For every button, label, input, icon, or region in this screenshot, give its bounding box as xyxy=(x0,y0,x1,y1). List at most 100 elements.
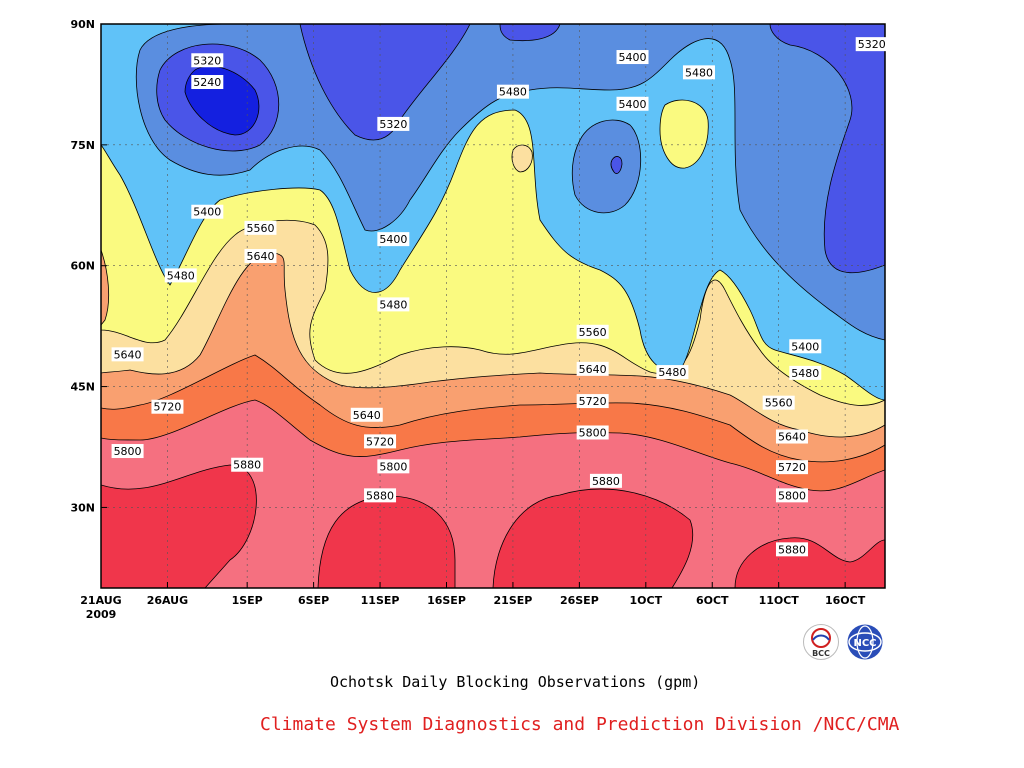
contour-label-box xyxy=(164,268,197,283)
contour-label-text: 5400 xyxy=(193,206,221,219)
contour-label-text: 5720 xyxy=(579,395,607,408)
contour-label-box xyxy=(775,429,808,444)
y-tick-label: 60N xyxy=(70,260,95,273)
contour-label-text: 5400 xyxy=(379,233,407,246)
contour-label: 5240 xyxy=(191,75,224,90)
x-tick-label: 1SEP xyxy=(232,594,263,607)
contour-label-box xyxy=(789,339,822,354)
x-tick-label: 16SEP xyxy=(427,594,466,607)
x-tick-label: 21AUG xyxy=(80,594,121,607)
contour-label: 5400 xyxy=(789,339,822,354)
contour-fill-layers xyxy=(101,24,885,588)
figure-caption: Ochotsk Daily Blocking Observations (gpm… xyxy=(330,673,701,691)
contour-label: 5400 xyxy=(616,50,649,65)
contour-label-box xyxy=(191,75,224,90)
contour-label-text: 5800 xyxy=(778,489,806,502)
y-tick-label: 90N xyxy=(70,18,95,31)
contour-label-box xyxy=(855,37,888,52)
x-tick-label: 1OCT xyxy=(630,594,663,607)
y-tick-label: 30N xyxy=(70,501,95,514)
plot-frame xyxy=(100,23,886,589)
fill-band-5320-east xyxy=(769,24,885,274)
contour-label: 5320 xyxy=(377,116,410,131)
x-tick-label: 16OCT xyxy=(825,594,866,607)
contour-label-box xyxy=(775,460,808,475)
contour-label-text: 5480 xyxy=(658,366,686,379)
contour-label: 5480 xyxy=(496,84,529,99)
contour-label-text: 5400 xyxy=(791,340,819,353)
contour-label-box xyxy=(377,116,410,131)
contour-label-box xyxy=(350,407,383,422)
contour-label: 5880 xyxy=(231,457,264,472)
contour-label: 5720 xyxy=(364,434,397,449)
y-tick-label: 75N xyxy=(70,139,95,152)
contour-label-text: 5640 xyxy=(579,363,607,376)
contour-label-text: 5480 xyxy=(791,367,819,380)
contour-label: 5640 xyxy=(350,407,383,422)
contour-label-text: 5320 xyxy=(379,118,407,131)
x-tick-label: 26AUG xyxy=(147,594,188,607)
contour-label: 5800 xyxy=(111,444,144,459)
contour-label-box xyxy=(364,488,397,503)
contour-label-box xyxy=(576,394,609,409)
contour-label-text: 5880 xyxy=(592,475,620,488)
contour-label: 5320 xyxy=(855,37,888,52)
x-tick-year-label: 2009 xyxy=(86,608,117,621)
contour-label-text: 5720 xyxy=(778,461,806,474)
contour-label-text: 5800 xyxy=(579,426,607,439)
contour-label: 5880 xyxy=(589,473,622,488)
contour-label-text: 5320 xyxy=(193,54,221,67)
contour-label-box xyxy=(111,347,144,362)
contour-label: 5560 xyxy=(244,220,277,235)
contour-label-box xyxy=(576,425,609,440)
fill-band-5400 xyxy=(101,24,885,341)
contour-label: 5480 xyxy=(656,365,689,380)
contour-label-text: 5640 xyxy=(353,409,381,422)
contour-label: 5400 xyxy=(191,204,224,219)
contour-label-text: 5720 xyxy=(366,435,394,448)
fill-band-5720-west xyxy=(101,249,110,326)
contour-label: 5560 xyxy=(576,324,609,339)
contour-label: 5800 xyxy=(377,459,410,474)
ncc-logo-icon: NCC xyxy=(847,624,883,660)
contour-label-box xyxy=(576,361,609,376)
contour-label: 5640 xyxy=(775,429,808,444)
contour-label: 5480 xyxy=(789,365,822,380)
contour-label-text: 5240 xyxy=(193,76,221,89)
contour-label: 5880 xyxy=(775,542,808,557)
contour-label-box xyxy=(775,488,808,503)
contour-label-box xyxy=(231,457,264,472)
contour-label-box xyxy=(496,84,529,99)
contour-label: 5640 xyxy=(576,361,609,376)
contour-label-box xyxy=(244,249,277,264)
y-tick-label: 45N xyxy=(70,381,95,394)
contour-label-box xyxy=(762,395,795,410)
contour-label-box xyxy=(589,473,622,488)
contour-label-box xyxy=(377,297,410,312)
contour-label-box xyxy=(244,220,277,235)
contour-label-box xyxy=(111,444,144,459)
contour-label-box xyxy=(576,324,609,339)
contour-label-text: 5560 xyxy=(579,326,607,339)
contour-label-box xyxy=(616,96,649,111)
contour-label-box xyxy=(775,542,808,557)
contour-label-box xyxy=(364,434,397,449)
contour-label: 5720 xyxy=(576,394,609,409)
contour-label-text: 5640 xyxy=(246,250,274,263)
contour-label-box xyxy=(191,204,224,219)
contour-label-text: 5640 xyxy=(778,431,806,444)
bcc-logo-text: BCC xyxy=(812,649,830,658)
grid-lines xyxy=(101,24,885,588)
contour-label-text: 5560 xyxy=(246,222,274,235)
contour-label-text: 5400 xyxy=(619,51,647,64)
contour-label-box xyxy=(191,53,224,68)
contour-label: 5800 xyxy=(775,488,808,503)
fill-band-5320 xyxy=(299,24,471,141)
figure-credit: Climate System Diagnostics and Predictio… xyxy=(260,714,900,735)
contour-label: 5640 xyxy=(244,249,277,264)
contour-label-text: 5800 xyxy=(114,445,142,458)
contour-label: 5880 xyxy=(364,488,397,503)
contour-label-text: 5320 xyxy=(858,38,886,51)
contour-label: 5320 xyxy=(191,53,224,68)
